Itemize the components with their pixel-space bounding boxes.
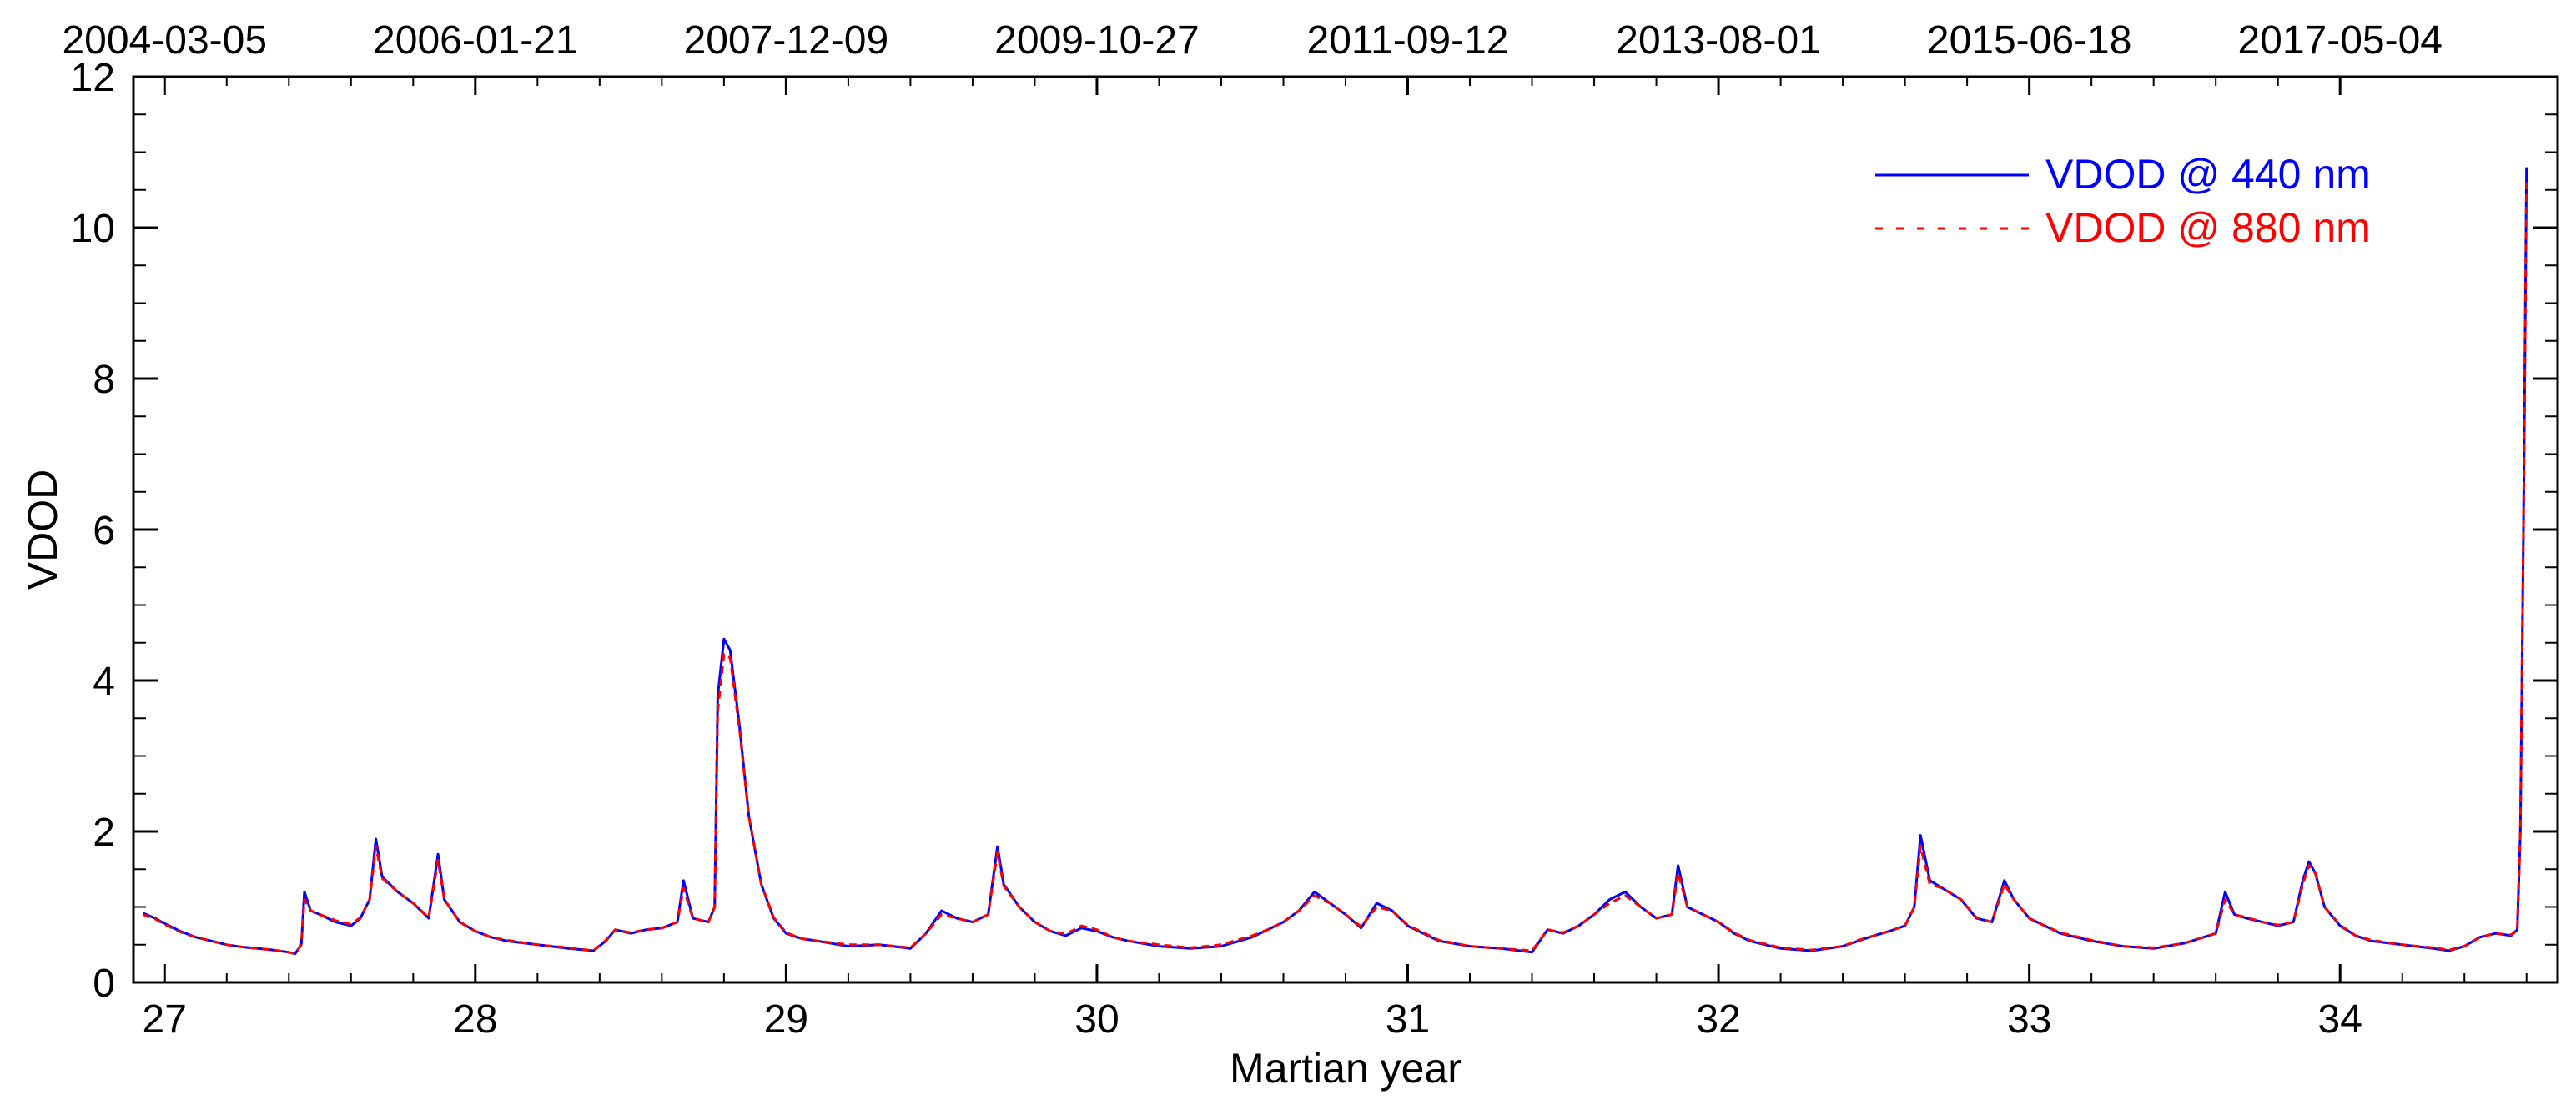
y-tick-label: 10	[71, 207, 115, 251]
top-date-label: 2015-06-18	[1927, 18, 2132, 63]
top-date-label: 2013-08-01	[1616, 18, 1821, 63]
top-date-label: 2011-09-12	[1307, 18, 1509, 63]
top-date-label: 2006-01-21	[373, 18, 578, 63]
y-axis-title: VDOD	[19, 470, 66, 590]
series-line-880nm	[142, 182, 2528, 956]
y-tick-label: 2	[93, 811, 115, 855]
y-tick-label: 0	[93, 962, 115, 1006]
legend: VDOD @ 440 nm VDOD @ 880 nm	[1875, 151, 2371, 251]
top-date-label: 2017-05-04	[2237, 18, 2443, 63]
y-tick-label: 4	[93, 660, 115, 704]
y-tick-label: 8	[93, 358, 115, 402]
legend-label-440: VDOD @ 440 nm	[2045, 151, 2371, 198]
x-tick-label: 31	[1386, 997, 1430, 1042]
x-tick-label: 33	[2007, 997, 2051, 1042]
x-tick-label: 29	[764, 997, 808, 1042]
y-tick-label: 12	[71, 56, 115, 100]
top-date-label: 2007-12-09	[684, 18, 889, 63]
x-tick-label: 32	[1696, 997, 1740, 1042]
ticks-layer	[133, 75, 2558, 984]
x-tick-label: 34	[2318, 997, 2362, 1042]
top-date-label: 2009-10-27	[994, 18, 1200, 63]
x-tick-label: 27	[143, 997, 187, 1042]
series-layer	[142, 167, 2528, 956]
x-axis-title: Martian year	[1230, 1045, 1462, 1092]
x-tick-label: 30	[1074, 997, 1119, 1042]
top-date-label: 2004-03-05	[62, 18, 267, 63]
y-tick-label: 6	[93, 509, 115, 553]
x-tick-label: 28	[453, 997, 497, 1042]
legend-label-880: VDOD @ 880 nm	[2045, 204, 2371, 251]
